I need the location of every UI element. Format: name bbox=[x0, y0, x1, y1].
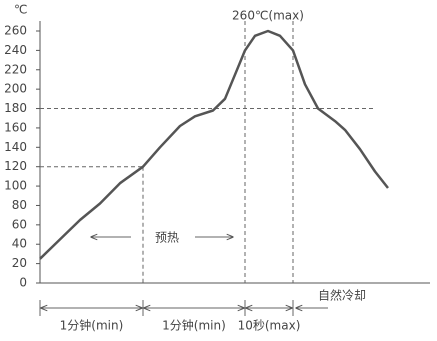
cooling-label: 自然冷却 bbox=[318, 288, 366, 303]
y-unit: ℃ bbox=[14, 3, 27, 17]
peak-label: 260℃(max) bbox=[232, 9, 304, 23]
y-tick-label: 180 bbox=[4, 101, 27, 115]
y-tick-label: 140 bbox=[4, 140, 27, 154]
segment-label: 1分钟(min) bbox=[60, 318, 124, 333]
preheat-label: 预热 bbox=[155, 231, 179, 245]
y-tick-label: 200 bbox=[4, 82, 27, 96]
y-tick-label: 0 bbox=[19, 276, 27, 290]
y-tick-label: 260 bbox=[4, 24, 27, 38]
segment-label: 10秒(max) bbox=[238, 319, 301, 333]
temperature-curve bbox=[39, 29, 389, 260]
y-tick-label: 100 bbox=[4, 179, 27, 193]
y-tick-label: 240 bbox=[4, 43, 27, 57]
y-tick-label: 220 bbox=[4, 62, 27, 76]
y-tick-label: 160 bbox=[4, 120, 27, 134]
segment-label: 1分钟(min) bbox=[162, 318, 226, 333]
y-tick-label: 60 bbox=[12, 217, 27, 231]
y-tick-label: 40 bbox=[12, 237, 27, 251]
y-tick-label: 120 bbox=[4, 159, 27, 173]
y-tick-label: 80 bbox=[12, 198, 27, 212]
y-tick-label: 20 bbox=[12, 256, 27, 270]
